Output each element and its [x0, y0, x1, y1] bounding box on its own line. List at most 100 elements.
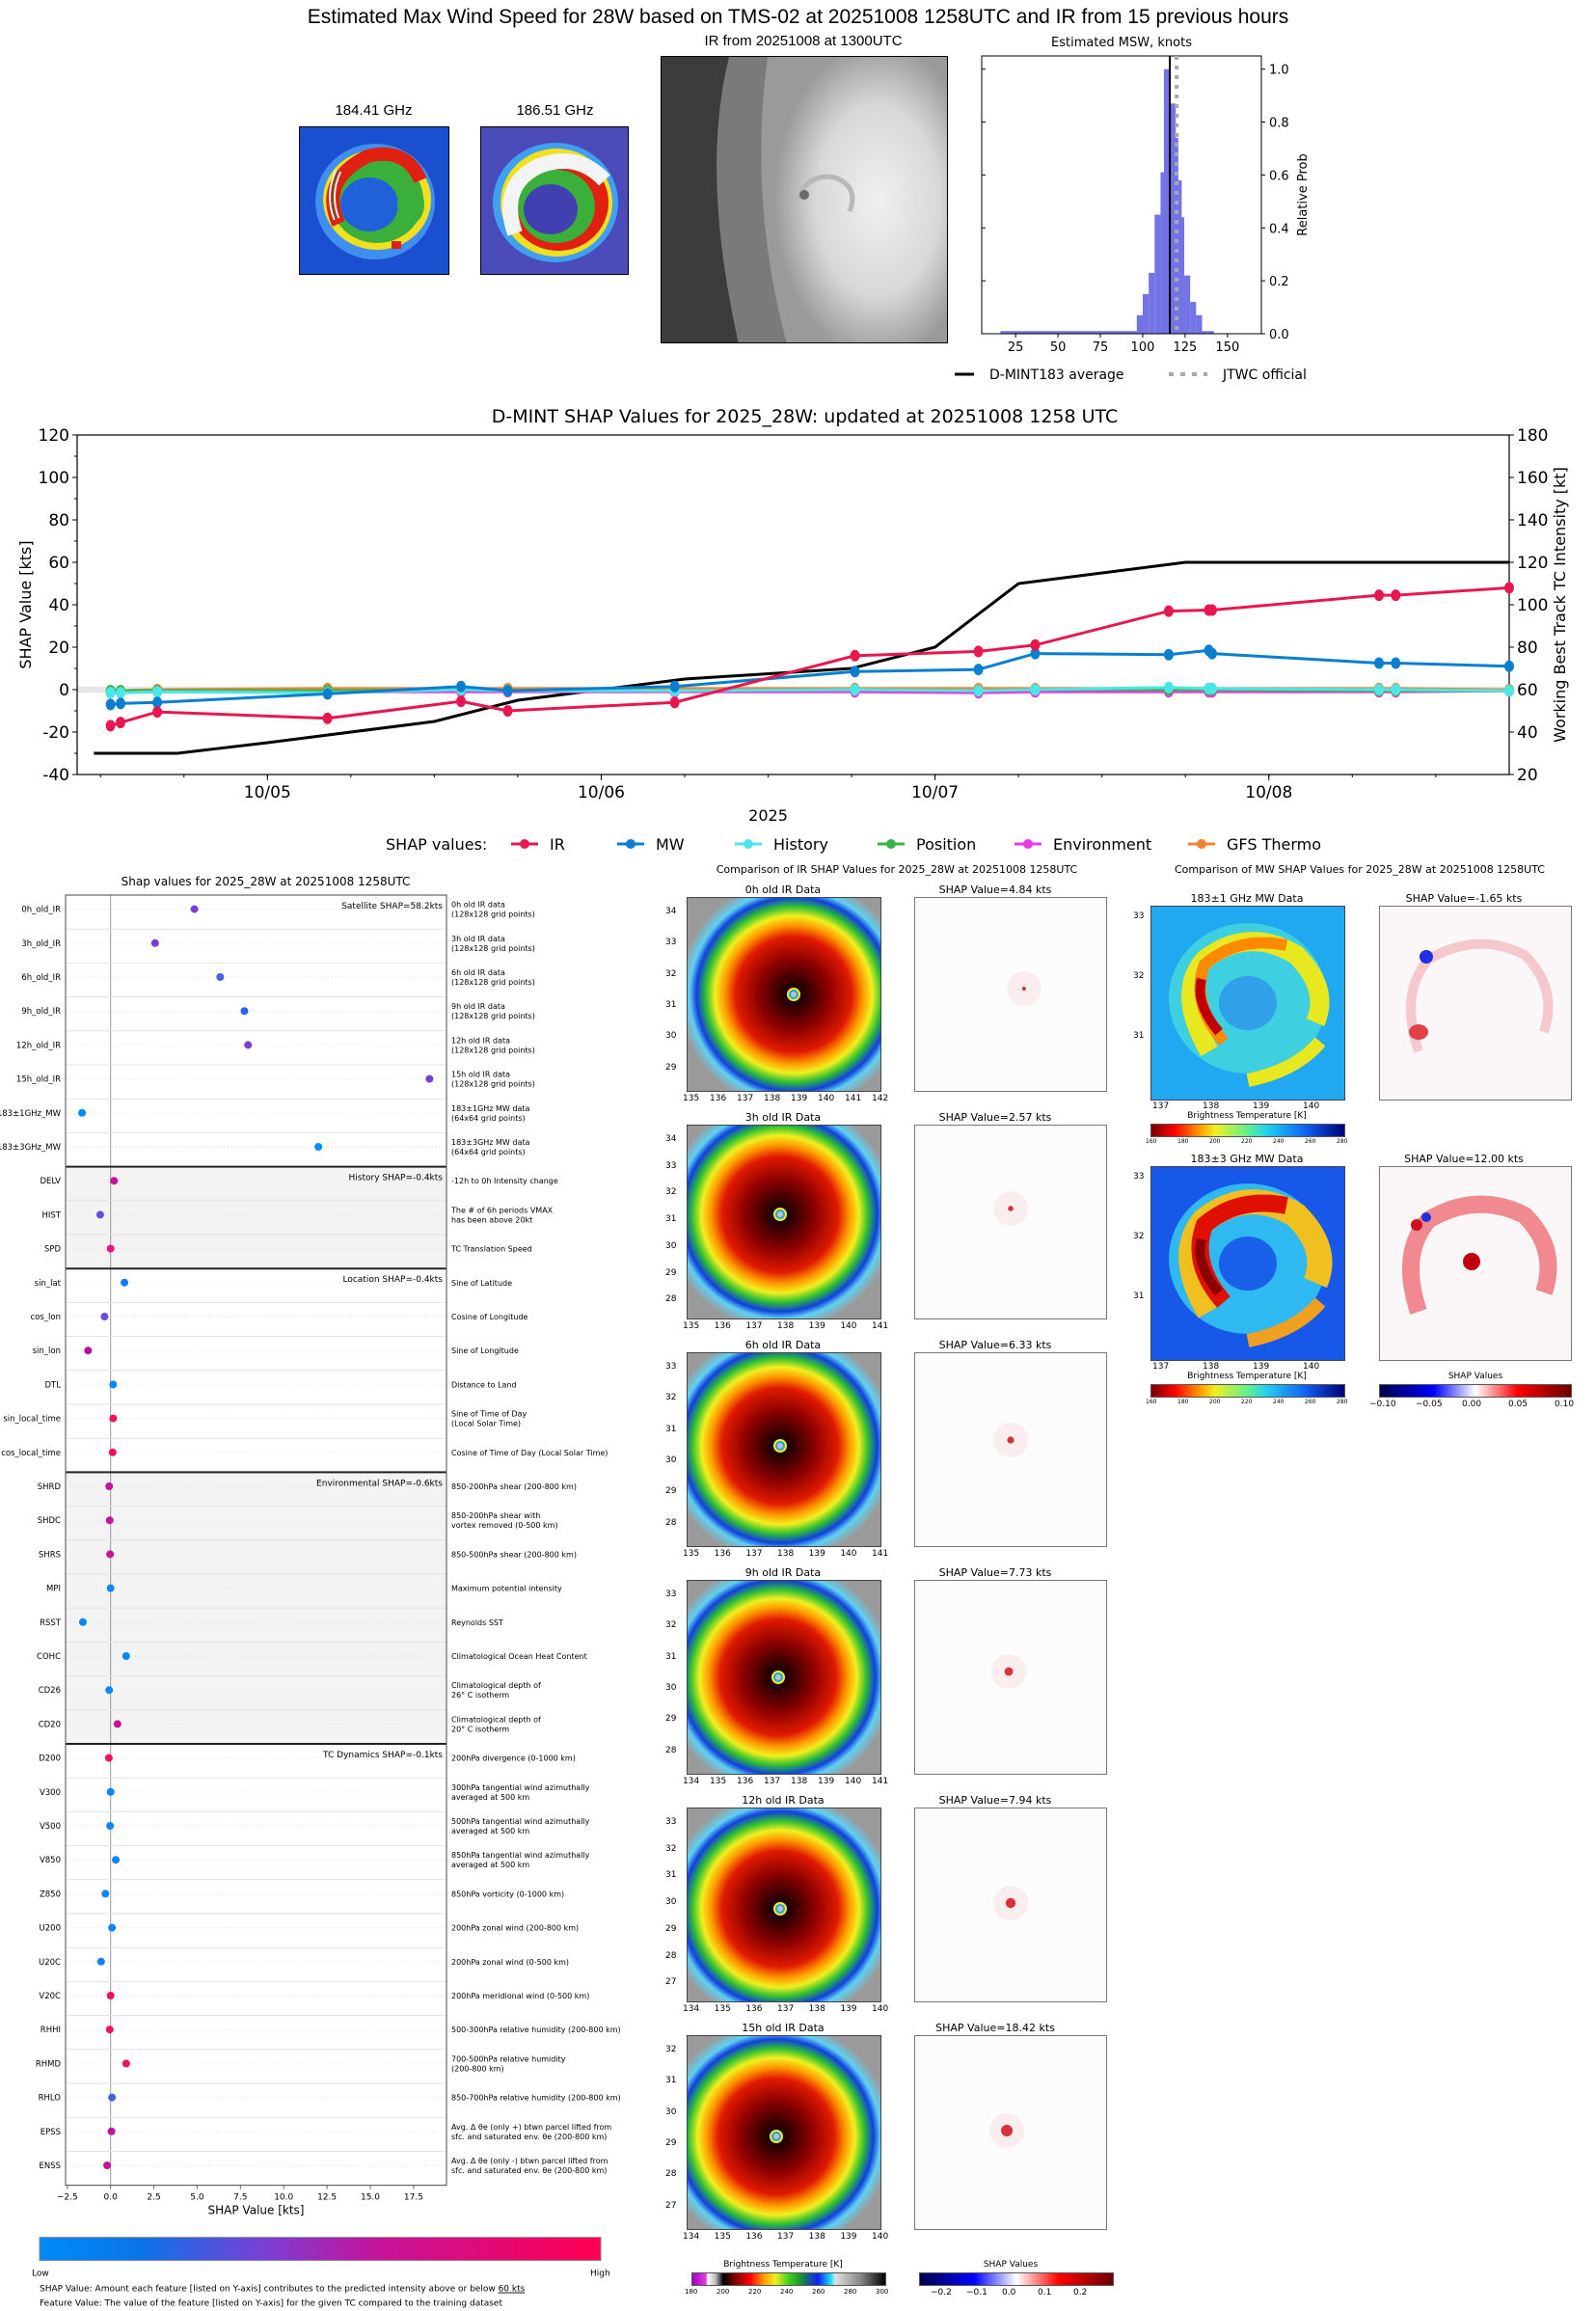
timeseries-title: D-MINT SHAP Values for 2025_28W: updated… [492, 406, 1119, 427]
y2-tick-label: 60 [1517, 681, 1538, 700]
histogram-bar [1149, 272, 1155, 334]
ir-x-tick-label: 136 [737, 1777, 754, 1786]
x-tick-label: 50 [1050, 340, 1067, 355]
ir-shap-colorbar-label: SHAP Values [983, 2260, 1039, 2270]
histogram-bar [1154, 214, 1161, 334]
feature-name: SPD [44, 1245, 62, 1255]
feature-description: (200-800 km) [451, 2064, 504, 2073]
ir-y-tick-label: 30 [665, 2107, 677, 2117]
shap-panel-image [914, 1808, 1107, 2002]
ir-x-tick-label: 139 [840, 2232, 857, 2242]
ir-x-tick-label: 140 [818, 1094, 835, 1103]
x-tick-label: 17.5 [404, 2193, 423, 2203]
ir-x-tick-label: 140 [872, 2004, 889, 2014]
ir-shap-colorbar-tick: −0.1 [966, 2288, 987, 2297]
feature-point [425, 1074, 434, 1083]
ir-colorbar-tick: 280 [844, 2288, 857, 2296]
ir-colorbar-tick: 220 [748, 2288, 762, 2296]
series-point-mw [1206, 647, 1217, 660]
feature-description: 9h old IR data [451, 1002, 505, 1011]
mw-x-tick-label: 138 [1203, 1101, 1220, 1111]
mw-panel-image [1150, 906, 1345, 1101]
feature-description: 200hPa zonal wind (0-500 km) [451, 1958, 569, 1967]
feature-description: Distance to Land [451, 1380, 517, 1389]
feature-description: 500hPa tangential wind azimuthally [451, 1817, 590, 1826]
legend-label: History [773, 835, 828, 854]
shap-panel-title: SHAP Value=7.94 kts [938, 1794, 1052, 1807]
histogram-bar [1184, 275, 1191, 334]
ir-panel-title: 3h old IR Data [744, 1111, 822, 1124]
ir-panel-title: 6h old IR Data [744, 1339, 822, 1351]
mw-shap-colorbar-tick: 0.00 [1462, 1400, 1482, 1409]
y-tick-label: 0.2 [1269, 275, 1289, 289]
mw-colorbar-tick: 260 [1305, 1138, 1316, 1145]
series-point-mw [973, 664, 984, 676]
mw-184-label: 184.41 GHz [335, 102, 413, 119]
ir-x-tick-label: 140 [840, 1321, 857, 1331]
feature-point [105, 1516, 114, 1525]
feature-description: 6h old IR data [451, 968, 505, 977]
ir-y-tick-label: 29 [665, 2138, 677, 2148]
ir-colorbar-tick: 240 [780, 2288, 794, 2296]
feature-name: 183±3GHz_MW [0, 1143, 62, 1153]
y-tick-label: 0 [59, 681, 69, 700]
ir-y-tick-label: 28 [665, 2169, 677, 2180]
feature-point [108, 1448, 117, 1456]
histogram-title: Estimated MSW, knots [1051, 36, 1192, 50]
ir-x-tick-label: 135 [683, 1549, 700, 1559]
ir-x-tick-label: 139 [791, 1094, 808, 1103]
y-tick-label: -40 [42, 766, 69, 785]
feature-point [107, 2127, 116, 2135]
series-point-mw [105, 698, 116, 711]
feature-chart-title: Shap values for 2025_28W at 20251008 125… [122, 875, 411, 888]
mw-shap-colorbar [1379, 1384, 1572, 1398]
legend-label: Environment [1053, 835, 1151, 854]
shap-value-footnote: SHAP Value: Amount each feature [listed … [40, 2285, 526, 2295]
ir-x-tick-label: 140 [840, 1549, 857, 1559]
ir-panel-image [687, 1580, 881, 1775]
feature-point [112, 1856, 121, 1864]
feature-shap-chart: Shap values for 2025_28W at 20251008 125… [0, 875, 621, 2309]
ir-x-tick-label: 141 [872, 1549, 889, 1559]
ir-panel-image [687, 897, 881, 1092]
feature-name: MPI [46, 1585, 61, 1594]
shap-panel-image [914, 1580, 1107, 1775]
ir-y-tick-label: 28 [665, 1517, 677, 1528]
mw-x-tick-label: 138 [1203, 1362, 1220, 1372]
feature-name: DTL [45, 1380, 62, 1390]
ir-panel-title: 0h old IR Data [744, 884, 822, 896]
feature-point [110, 1177, 119, 1185]
feature-name: D200 [39, 1754, 61, 1764]
mw-186-label: 186.51 GHz [516, 102, 594, 119]
x-tick-label: 5.0 [190, 2193, 204, 2203]
mw-shap-colorbar-tick: 0.05 [1508, 1400, 1528, 1409]
ir-x-tick-label: 137 [764, 1777, 781, 1786]
mw-y-tick-label: 33 [1133, 1172, 1145, 1182]
feature-name: V500 [40, 1822, 61, 1832]
feature-description: TC Translation Speed [450, 1245, 532, 1254]
series-point-ir [1391, 589, 1401, 602]
feature-description: (128x128 grid points) [451, 911, 535, 919]
feature-point [244, 1041, 253, 1049]
x-tick-label: 10.0 [274, 2193, 293, 2203]
feature-description: Climatological Ocean Heat Content [451, 1652, 587, 1661]
ir-x-tick-label: 135 [714, 2004, 731, 2014]
feature-point [314, 1143, 323, 1151]
feature-point [84, 1346, 93, 1355]
mw-shap-panel-image [1379, 1166, 1572, 1361]
legend-swatch-marker [626, 839, 636, 849]
ir-shap-colorbar [919, 2272, 1114, 2286]
y2-tick-label: 160 [1517, 469, 1548, 488]
x-axis-label: SHAP Value [kts] [208, 2204, 305, 2217]
series-point-ir [502, 705, 513, 717]
histogram-bar [1000, 331, 1137, 334]
feature-name: EPSS [41, 2128, 61, 2137]
feature-description: (128x128 grid points) [451, 1080, 535, 1089]
feature-point [106, 1584, 115, 1592]
mw-shap-colorbar-label: SHAP Values [1447, 1372, 1503, 1381]
y-tick-label: 1.0 [1269, 64, 1289, 78]
feature-description: sfc. and saturated env. θe (200-800 km) [451, 2133, 607, 2141]
feature-description: 500-300hPa relative humidity (200-800 km… [451, 2026, 621, 2034]
x-tick-label: 100 [1131, 340, 1155, 355]
feature-description: averaged at 500 km [451, 1861, 529, 1869]
